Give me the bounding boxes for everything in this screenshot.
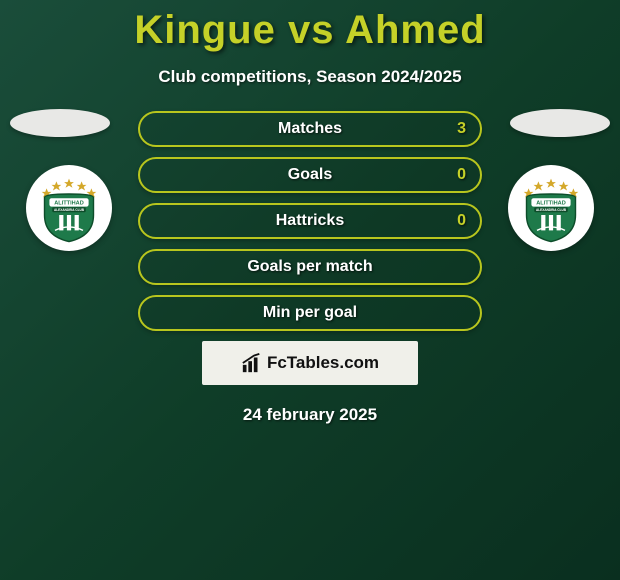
svg-text:ALITTIHAD: ALITTIHAD bbox=[54, 201, 84, 207]
site-attribution: FcTables.com bbox=[202, 341, 418, 385]
stat-label: Goals bbox=[288, 166, 332, 184]
stat-label: Hattricks bbox=[276, 212, 344, 230]
club-badge-left: ALITTIHAD ALEXANDRIA CLUB bbox=[26, 165, 112, 251]
svg-text:ALITTIHAD: ALITTIHAD bbox=[536, 201, 566, 207]
stat-value: 3 bbox=[457, 120, 466, 138]
player-left-placeholder bbox=[10, 109, 110, 137]
stat-row-hattricks: Hattricks 0 bbox=[138, 203, 482, 239]
stat-row-goals-per-match: Goals per match bbox=[138, 249, 482, 285]
subtitle: Club competitions, Season 2024/2025 bbox=[0, 67, 620, 87]
svg-text:ALEXANDRIA CLUB: ALEXANDRIA CLUB bbox=[54, 208, 85, 212]
club-crest-icon: ALITTIHAD ALEXANDRIA CLUB bbox=[516, 173, 586, 243]
player-right-placeholder bbox=[510, 109, 610, 137]
stat-row-goals: Goals 0 bbox=[138, 157, 482, 193]
stat-value: 0 bbox=[457, 212, 466, 230]
stat-label: Min per goal bbox=[263, 304, 357, 322]
club-crest-icon: ALITTIHAD ALEXANDRIA CLUB bbox=[34, 173, 104, 243]
date-label: 24 february 2025 bbox=[0, 405, 620, 425]
stat-label: Goals per match bbox=[247, 258, 372, 276]
page-title: Kingue vs Ahmed bbox=[0, 0, 620, 53]
bar-chart-icon bbox=[241, 352, 263, 374]
comparison-area: ALITTIHAD ALEXANDRIA CLUB ALITTIHAD bbox=[0, 111, 620, 425]
stat-row-min-per-goal: Min per goal bbox=[138, 295, 482, 331]
svg-text:ALEXANDRIA CLUB: ALEXANDRIA CLUB bbox=[536, 208, 567, 212]
club-badge-right: ALITTIHAD ALEXANDRIA CLUB bbox=[508, 165, 594, 251]
stat-row-matches: Matches 3 bbox=[138, 111, 482, 147]
site-name: FcTables.com bbox=[267, 353, 379, 373]
stat-value: 0 bbox=[457, 166, 466, 184]
stat-list: Matches 3 Goals 0 Hattricks 0 Goals per … bbox=[138, 111, 482, 331]
stat-label: Matches bbox=[278, 120, 342, 138]
